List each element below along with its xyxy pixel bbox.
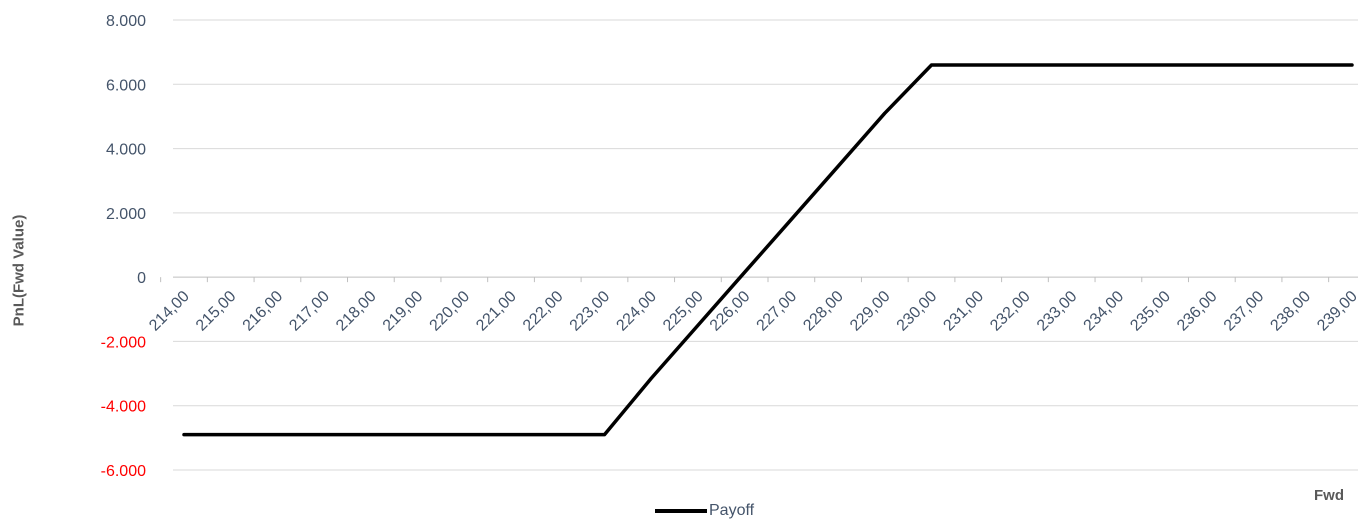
x-tick-label: 235,00 xyxy=(1127,288,1174,335)
x-tick-label: 217,00 xyxy=(286,288,333,335)
y-axis-tick-labels: 8.000 6.000 4.000 2.000 0 -2.000 -4.000 -6.000 xyxy=(101,13,146,480)
y-axis-title-wrap: PnL(Fwd Value) xyxy=(6,80,32,460)
x-tick-label: 216,00 xyxy=(240,288,287,335)
series-layer xyxy=(182,63,1354,437)
x-axis-title: Fwd xyxy=(1314,487,1344,504)
y-tick-label: 0 xyxy=(137,270,146,287)
y-tick-label: 4.000 xyxy=(106,142,146,159)
x-tick-label: 236,00 xyxy=(1174,288,1221,335)
x-axis-tick-labels: 214,00 215,00 216,00 217,00 218,00 219,00 220,… xyxy=(146,288,1361,335)
x-tick-label: 231,00 xyxy=(940,288,987,335)
y-tick-label: 8.000 xyxy=(106,13,146,30)
x-tick-label: 234,00 xyxy=(1081,288,1128,335)
y-axis-title: PnL(Fwd Value) xyxy=(10,214,28,326)
x-tick-label: 224,00 xyxy=(613,288,660,335)
y-tick-label: -2.000 xyxy=(101,334,146,351)
x-tick-label: 229,00 xyxy=(847,288,894,335)
x-tick-label: 218,00 xyxy=(333,288,380,335)
x-tick-label: 228,00 xyxy=(800,288,847,335)
x-tick-label: 237,00 xyxy=(1221,288,1268,335)
y-tick-label: 2.000 xyxy=(106,206,146,223)
legend-swatch-payoff xyxy=(655,509,707,513)
legend: Payoff xyxy=(655,502,754,520)
x-tick-label: 225,00 xyxy=(660,288,707,335)
x-tick-label: 215,00 xyxy=(193,288,240,335)
x-tick-label: 230,00 xyxy=(894,288,941,335)
x-tick-label: 220,00 xyxy=(427,288,474,335)
x-tick-label: 222,00 xyxy=(520,288,567,335)
x-tick-label: 233,00 xyxy=(1034,288,1081,335)
x-tick-label: 232,00 xyxy=(987,288,1034,335)
y-tick-label: -4.000 xyxy=(101,399,146,416)
x-axis xyxy=(160,276,1358,283)
gridlines xyxy=(173,19,1358,471)
series-line-payoff xyxy=(182,63,1354,437)
x-tick-label: 219,00 xyxy=(380,288,427,335)
x-tick-label: 226,00 xyxy=(707,288,754,335)
legend-label-payoff: Payoff xyxy=(709,502,755,519)
y-tick-label: -6.000 xyxy=(101,463,146,480)
x-tick-label: 214,00 xyxy=(146,288,193,335)
x-tick-label: 223,00 xyxy=(567,288,614,335)
x-tick-label: 238,00 xyxy=(1267,288,1314,335)
x-tick-label: 227,00 xyxy=(754,288,801,335)
x-tick-label: 221,00 xyxy=(473,288,520,335)
y-tick-label: 6.000 xyxy=(106,77,146,94)
x-tick-label: 239,00 xyxy=(1314,288,1361,335)
